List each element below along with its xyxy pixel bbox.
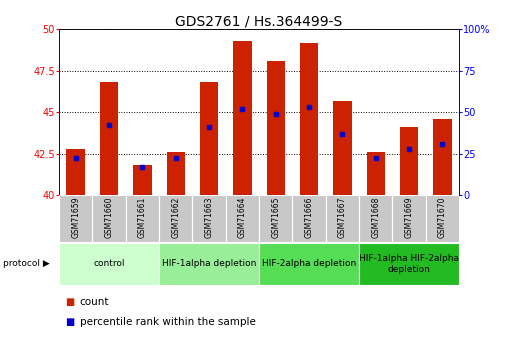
Bar	[126, 195, 159, 242]
Text: percentile rank within the sample: percentile rank within the sample	[80, 317, 255, 327]
Bar	[100, 82, 118, 195]
Text: ■: ■	[65, 297, 74, 307]
Text: HIF-1alpha depletion: HIF-1alpha depletion	[162, 259, 256, 268]
Bar	[359, 195, 392, 242]
Bar	[433, 119, 451, 195]
Bar	[367, 152, 385, 195]
Bar	[167, 152, 185, 195]
Bar	[300, 42, 318, 195]
Bar	[359, 243, 459, 285]
Bar	[67, 149, 85, 195]
Bar	[59, 243, 159, 285]
Bar	[426, 195, 459, 242]
Bar	[200, 82, 218, 195]
Bar	[92, 195, 126, 242]
Text: count: count	[80, 297, 109, 307]
Bar	[233, 41, 251, 195]
Bar	[400, 127, 418, 195]
Bar	[333, 100, 351, 195]
Text: GSM71667: GSM71667	[338, 196, 347, 238]
Bar	[226, 195, 259, 242]
Bar	[259, 195, 292, 242]
Text: GSM71664: GSM71664	[238, 196, 247, 238]
Bar	[267, 61, 285, 195]
Bar	[192, 195, 226, 242]
Bar	[59, 195, 92, 242]
Text: protocol ▶: protocol ▶	[3, 259, 49, 268]
Bar	[133, 165, 151, 195]
Bar	[326, 195, 359, 242]
Text: GSM71665: GSM71665	[271, 196, 280, 238]
Text: GSM71669: GSM71669	[405, 196, 413, 238]
Text: GSM71666: GSM71666	[305, 196, 313, 238]
Text: GSM71663: GSM71663	[205, 196, 213, 238]
Text: ■: ■	[65, 317, 74, 327]
Bar	[292, 195, 326, 242]
Text: GSM71670: GSM71670	[438, 196, 447, 238]
Bar	[159, 243, 259, 285]
Text: HIF-2alpha depletion: HIF-2alpha depletion	[262, 259, 356, 268]
Text: GSM71659: GSM71659	[71, 196, 80, 238]
Text: HIF-1alpha HIF-2alpha
depletion: HIF-1alpha HIF-2alpha depletion	[359, 254, 459, 274]
Text: control: control	[93, 259, 125, 268]
Title: GDS2761 / Hs.364499-S: GDS2761 / Hs.364499-S	[175, 14, 343, 28]
Text: GSM71660: GSM71660	[105, 196, 113, 238]
Text: GSM71661: GSM71661	[138, 196, 147, 238]
Text: GSM71662: GSM71662	[171, 196, 180, 238]
Bar	[392, 195, 426, 242]
Bar	[159, 195, 192, 242]
Bar	[259, 243, 359, 285]
Text: GSM71668: GSM71668	[371, 196, 380, 238]
